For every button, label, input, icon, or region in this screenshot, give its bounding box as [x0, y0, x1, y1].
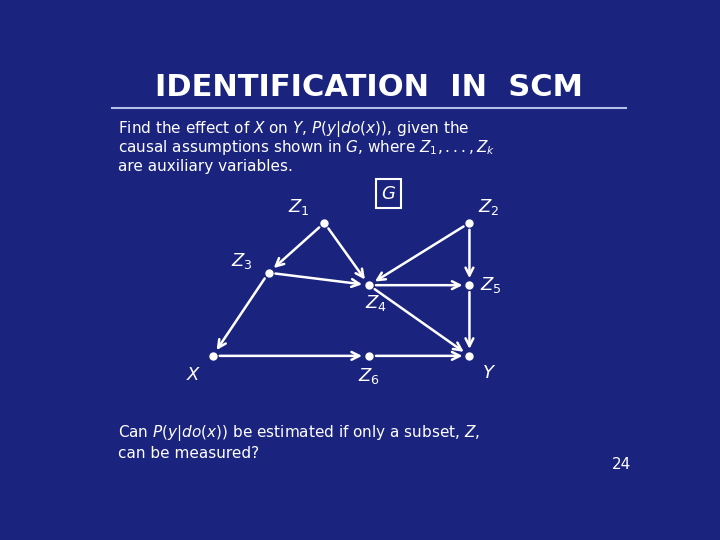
Text: causal assumptions shown in $G$, where $Z_1,..., Z_k$: causal assumptions shown in $G$, where $… [118, 138, 495, 158]
Text: $X$: $X$ [186, 366, 201, 383]
Text: 24: 24 [612, 457, 631, 472]
Text: $Z_3$: $Z_3$ [231, 251, 253, 271]
Text: $Z_1$: $Z_1$ [289, 197, 310, 217]
Text: $Z_2$: $Z_2$ [478, 197, 500, 217]
Text: can be measured?: can be measured? [118, 446, 259, 461]
Text: $G$: $G$ [381, 185, 396, 202]
Text: Can $P(y|do(x))$ be estimated if only a subset, $Z$,: Can $P(y|do(x))$ be estimated if only a … [118, 423, 480, 443]
Text: are auxiliary variables.: are auxiliary variables. [118, 159, 293, 174]
Text: $Z_5$: $Z_5$ [480, 275, 502, 295]
Text: $Y$: $Y$ [482, 364, 496, 382]
Text: $Z_4$: $Z_4$ [365, 293, 387, 313]
Text: $Z_6$: $Z_6$ [358, 366, 380, 386]
Text: IDENTIFICATION  IN  SCM: IDENTIFICATION IN SCM [155, 73, 583, 102]
Text: Find the effect of $X$ on $Y$, $P(y|do(x))$, given the: Find the effect of $X$ on $Y$, $P(y|do(x… [118, 119, 469, 139]
